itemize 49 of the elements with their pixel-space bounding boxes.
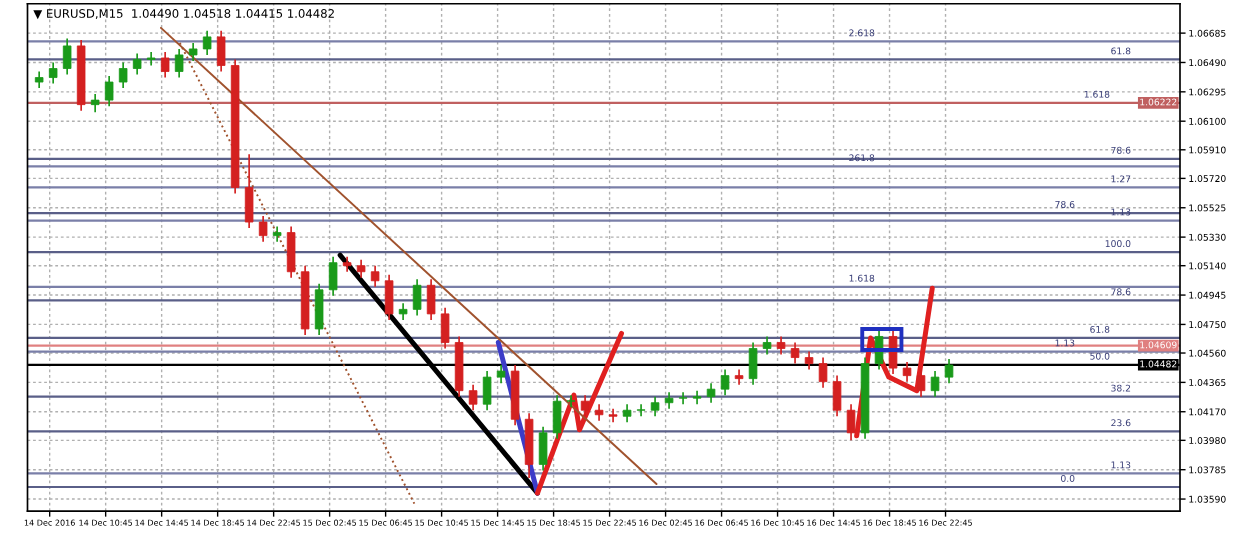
candlestick bbox=[328, 255, 338, 297]
candlestick bbox=[524, 412, 534, 479]
candlestick bbox=[706, 382, 716, 404]
candlestick bbox=[62, 37, 72, 76]
candlestick bbox=[104, 75, 114, 107]
candlestick bbox=[552, 394, 562, 440]
candlestick bbox=[720, 368, 730, 397]
candlestick bbox=[440, 307, 450, 350]
candlestick bbox=[314, 282, 324, 336]
candlestick bbox=[888, 329, 898, 375]
candlestick bbox=[832, 374, 842, 418]
candlestick bbox=[776, 335, 786, 356]
candlestick bbox=[902, 361, 912, 383]
candlestick bbox=[118, 61, 128, 89]
candlestick bbox=[48, 61, 58, 85]
candlestick bbox=[622, 403, 632, 424]
candlestick bbox=[496, 364, 506, 384]
candlestick bbox=[90, 93, 100, 113]
candlestick bbox=[468, 383, 478, 412]
line-series bbox=[534, 330, 624, 496]
candlestick bbox=[370, 264, 380, 288]
candlestick bbox=[132, 52, 142, 76]
candlestick bbox=[258, 215, 268, 243]
candlestick bbox=[356, 258, 366, 279]
candlestick bbox=[188, 42, 198, 62]
candlestick bbox=[930, 370, 940, 398]
candlestick bbox=[650, 395, 660, 418]
candlestick bbox=[286, 225, 296, 279]
candlestick bbox=[174, 48, 184, 79]
candlestick bbox=[538, 425, 548, 472]
candlestick bbox=[678, 391, 688, 406]
candlestick bbox=[216, 30, 226, 73]
candlestick bbox=[636, 403, 646, 418]
candlestick bbox=[580, 394, 590, 418]
candlestick bbox=[244, 153, 254, 229]
candlestick bbox=[566, 394, 576, 409]
candlestick bbox=[202, 30, 212, 56]
candlestick bbox=[804, 350, 814, 371]
candlestick bbox=[160, 51, 170, 79]
candlestick bbox=[384, 273, 394, 321]
candlestick bbox=[916, 368, 926, 398]
candlestick bbox=[412, 278, 422, 317]
candlestick bbox=[482, 370, 492, 412]
candlestick bbox=[790, 341, 800, 365]
candlestick bbox=[748, 341, 758, 386]
candlestick bbox=[426, 278, 436, 321]
candlestick bbox=[818, 356, 828, 389]
candlestick bbox=[944, 358, 954, 384]
candlestick bbox=[762, 335, 772, 356]
